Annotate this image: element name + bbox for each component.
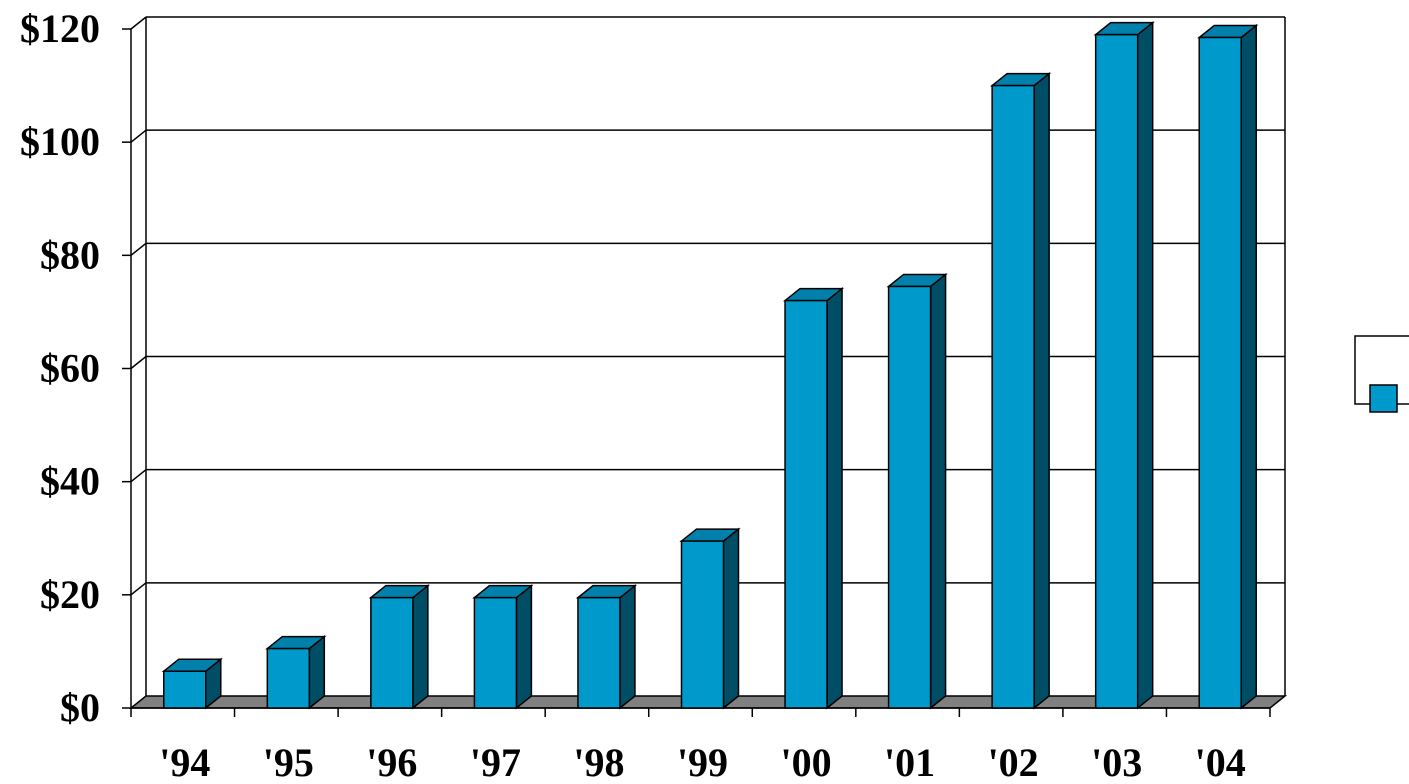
bar-front-face: [887, 285, 932, 709]
y-tick-label: $100: [20, 119, 100, 164]
side-wall-gridline: [130, 242, 147, 256]
y-tick-label: $60: [40, 346, 100, 391]
bar: [368, 584, 431, 710]
side-wall-gridline: [130, 129, 147, 143]
bar-front-face: [473, 596, 518, 709]
x-tick-label: '94: [159, 740, 210, 784]
y-axis-ticks: $0 $20 $40 $60 $80 $100 $120: [20, 6, 100, 730]
bar-front-face: [680, 540, 725, 709]
bar-side-face: [929, 272, 947, 710]
bar-side-face: [826, 287, 843, 710]
bar: [472, 584, 534, 710]
bar-side-face: [515, 584, 533, 710]
bar-side-face: [1033, 72, 1050, 710]
bar: [886, 272, 948, 710]
x-tick-label: '95: [263, 740, 314, 784]
y-tick-label: $80: [40, 232, 100, 277]
bar: [265, 635, 327, 710]
side-wall-gridline: [130, 469, 147, 483]
bar-front-face: [370, 596, 414, 709]
bar: [782, 287, 845, 710]
bar-front-face: [577, 596, 621, 709]
y-tick-label: $120: [20, 6, 100, 51]
bar-side-face: [1136, 21, 1154, 710]
legend-swatch: [1369, 384, 1398, 413]
bar-front-face: [266, 647, 311, 709]
x-tick-label: '03: [1091, 740, 1142, 784]
bar: [1093, 21, 1155, 710]
y-tick-label: $0: [60, 685, 100, 730]
legend: [1354, 335, 1409, 413]
bar-front-face: [1198, 36, 1242, 709]
x-axis-ticks: '94 '95 '96 '97 '98 '99 '00 '01 '02 '03 '04: [159, 740, 1246, 784]
side-wall-gridline: [130, 582, 147, 596]
x-tick-label: '97: [470, 740, 521, 784]
bar: [1197, 23, 1259, 710]
bar-front-face: [784, 299, 828, 709]
x-tick-label: '98: [573, 740, 624, 784]
x-tick-label: '96: [366, 740, 417, 784]
bar-front-face: [1094, 33, 1139, 709]
x-tick-label: '99: [677, 740, 728, 784]
y-tick-label: $20: [40, 572, 100, 617]
x-tick-label: '02: [988, 740, 1039, 784]
bar: [679, 527, 741, 710]
bar-side-face: [722, 527, 740, 710]
bar-side-face: [619, 584, 636, 710]
x-tick-label: '04: [1195, 740, 1246, 784]
bar-front-face: [991, 84, 1035, 709]
x-tick-label: '00: [780, 740, 831, 784]
bar-front-face: [163, 670, 207, 709]
side-wall-gridline: [130, 355, 147, 370]
bar: [161, 657, 223, 710]
side-wall-gridline: [130, 16, 147, 30]
bar: [989, 72, 1052, 710]
x-tick-label: '01: [884, 740, 935, 784]
bars: [161, 21, 1259, 710]
bar-side-face: [412, 584, 429, 710]
bar: [575, 584, 638, 710]
bar-side-face: [1240, 23, 1257, 710]
y-tick-label: $40: [40, 459, 100, 504]
